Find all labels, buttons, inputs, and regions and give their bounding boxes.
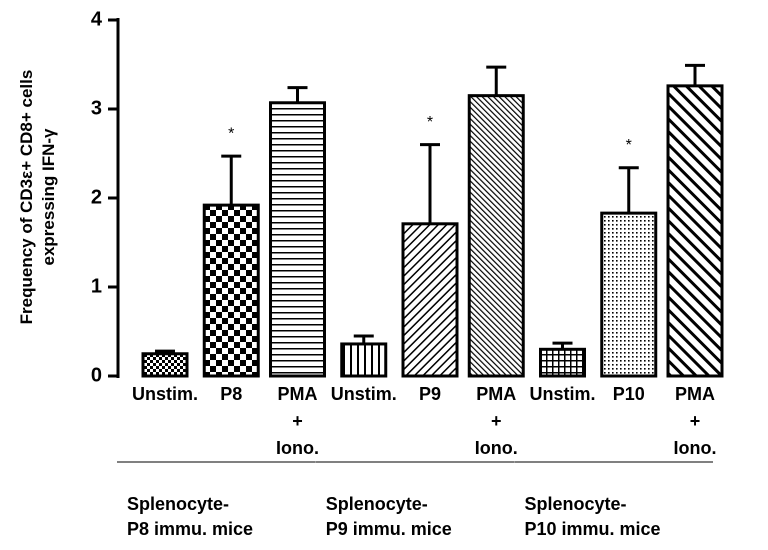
bar xyxy=(340,342,388,378)
y-tick-label: 4 xyxy=(91,8,103,30)
x-tick-label: Unstim. xyxy=(529,384,596,404)
group-label: Splenocyte- P9 immu. mice xyxy=(325,494,452,539)
x-tick-label: P10 xyxy=(612,384,645,404)
annotation: * xyxy=(228,125,234,142)
bar xyxy=(202,203,260,378)
bar xyxy=(666,84,724,378)
bar xyxy=(467,94,525,378)
group-label: Splenocyte- P8 immu. mice xyxy=(127,494,254,539)
y-tick-label: 3 xyxy=(91,97,102,119)
bar xyxy=(539,347,586,378)
y-tick-label: 2 xyxy=(91,186,102,208)
y-axis-label: Frequency of CD3ε+ CD8+ cells expressing… xyxy=(17,69,58,325)
annotation: * xyxy=(626,137,632,154)
x-tick-label: PMA + Iono. xyxy=(276,384,319,458)
group-label: Splenocyte- P10 immu. mice xyxy=(524,494,661,539)
x-tick-label: Unstim. xyxy=(330,384,397,404)
x-tick-label: Unstim. xyxy=(131,384,198,404)
x-tick-label: P8 xyxy=(220,384,243,404)
x-tick-label: P9 xyxy=(418,384,442,404)
x-tick-label: PMA + Iono. xyxy=(474,384,518,458)
bar xyxy=(600,211,658,378)
annotation: * xyxy=(427,114,433,131)
bar xyxy=(401,222,459,378)
bar xyxy=(269,101,326,378)
bar xyxy=(141,352,189,378)
y-tick-label: 1 xyxy=(91,275,102,297)
x-tick-label: PMA + Iono. xyxy=(673,384,717,458)
y-tick-label: 0 xyxy=(91,364,102,386)
